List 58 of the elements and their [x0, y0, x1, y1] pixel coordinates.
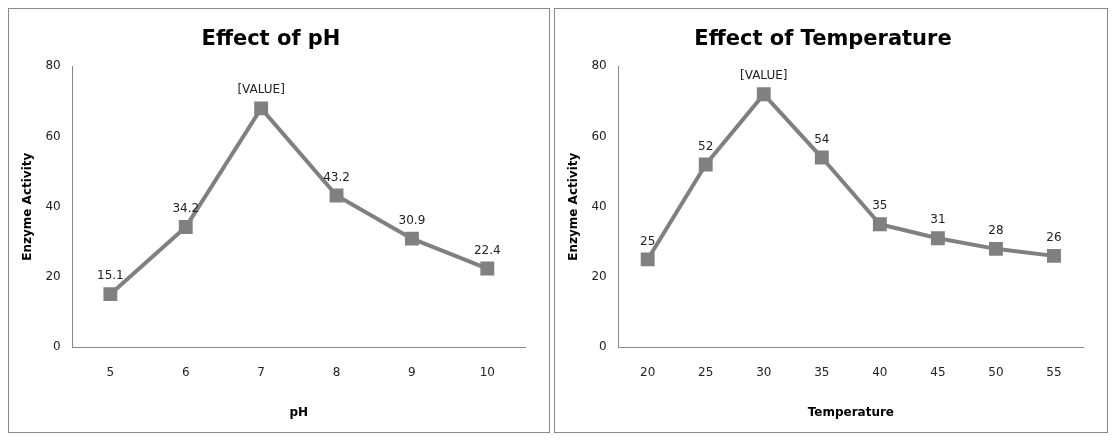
point [178, 220, 193, 235]
point [872, 217, 887, 232]
x-tick-label: 5 [106, 364, 115, 379]
y-tick-label: 20 [45, 269, 61, 284]
x-tick-label: 9 [408, 364, 416, 379]
point [640, 252, 655, 267]
chart-title: Effect of pH [201, 26, 341, 51]
point [103, 287, 118, 302]
y-tick-label: 20 [591, 269, 607, 284]
y-tick-label: 60 [45, 128, 61, 143]
y-tick-label: 80 [591, 58, 607, 73]
point [930, 231, 945, 246]
x-tick-label: 20 [640, 364, 656, 379]
point [254, 101, 269, 116]
data-label: [VALUE] [237, 82, 285, 97]
point [814, 150, 829, 165]
y-tick-label: 0 [599, 339, 607, 354]
data-label: [VALUE] [740, 68, 788, 83]
data-label: 34.2 [172, 201, 200, 216]
data-label: 28 [988, 222, 1004, 237]
x-tick-label: 6 [181, 364, 190, 379]
data-label: 35 [872, 198, 888, 213]
x-tick-label: 8 [332, 364, 341, 379]
point [698, 157, 713, 172]
chart-title: Effect of Temperature [694, 26, 952, 51]
data-label: 26 [1046, 230, 1062, 244]
y-tick-label: 0 [53, 339, 61, 354]
y-tick-label: 60 [591, 128, 607, 143]
x-tick-label: 40 [872, 364, 888, 379]
data-label: 30.9 [398, 212, 426, 227]
y-axis-title: Enzyme Activity [20, 152, 35, 261]
x-tick-label: 45 [930, 364, 946, 379]
x-axis-title: Temperature [807, 404, 894, 419]
data-label: 22.4 [473, 242, 501, 257]
point [988, 241, 1003, 256]
point [404, 231, 419, 246]
point [480, 261, 495, 276]
y-tick-label: 40 [591, 198, 607, 213]
x-tick-label: 50 [988, 364, 1004, 379]
data-label: 15.1 [97, 268, 124, 283]
x-tick-label: 7 [257, 364, 265, 379]
data-label: 52 [698, 138, 714, 153]
data-label: 25 [640, 233, 656, 248]
point [756, 87, 771, 102]
x-tick-label: 30 [756, 364, 772, 379]
y-axis-title: Enzyme Activity [566, 152, 581, 261]
y-tick-label: 80 [45, 58, 61, 73]
data-label: 31 [930, 212, 946, 227]
x-tick-label: 35 [814, 364, 830, 379]
point [329, 188, 344, 203]
x-tick-label: 25 [698, 364, 714, 379]
data-label: 54 [814, 131, 830, 146]
y-tick-label: 40 [45, 198, 61, 213]
x-tick-label: 10 [479, 364, 495, 379]
point [1047, 248, 1061, 263]
x-tick-label: 55 [1046, 364, 1062, 379]
x-axis-title: pH [289, 404, 309, 419]
data-label: 43.2 [323, 169, 350, 184]
